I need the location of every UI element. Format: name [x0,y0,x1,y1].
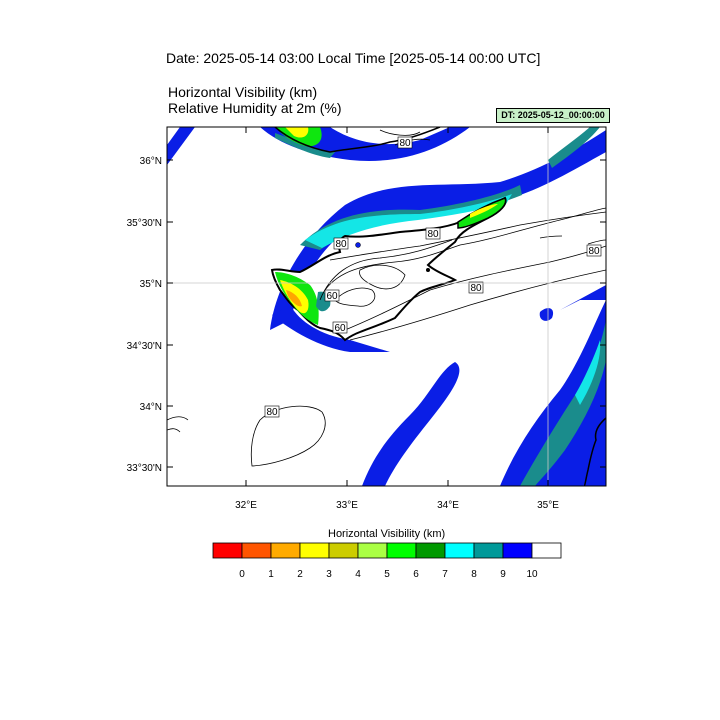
axis-ticks [167,127,606,486]
land-dot [426,268,430,272]
colorbar-tick-label: 4 [355,569,361,580]
colorbar-box [415,542,446,559]
colorbar-box [212,542,243,559]
lat-label: 36°N [140,156,162,167]
rh-contours [167,129,606,467]
contour-label: 80 [397,136,413,149]
contour-label: 60 [324,289,340,302]
vis-band-east-cyan [575,340,601,405]
colorbar-box [270,542,301,559]
colorbar-tick-label: 6 [413,569,419,580]
colorbar [212,542,562,559]
svg-text:80: 80 [588,246,600,257]
dt-badge: DT: 2025-05-12_00:00:00 [496,108,610,123]
colorbar-tick-labels: 0 1 2 3 4 5 6 7 8 9 10 [239,569,538,580]
colorbar-tick-label: 5 [384,569,390,580]
vis-band-topright-teal [548,127,600,168]
lat-label: 35°N [140,279,162,290]
colorbar-box [531,542,562,559]
svg-text:60: 60 [334,323,346,334]
colorbar-box [502,542,533,559]
contour-label: 80 [333,237,349,250]
colorbar-tick-label: 0 [239,569,245,580]
svg-text:60: 60 [326,291,338,302]
lon-label: 32°E [235,500,257,511]
contour-label: 80 [264,405,280,418]
colorbar-tick-label: 9 [500,569,506,580]
lat-label: 35°30'N [127,218,162,229]
svg-text:80: 80 [335,239,347,250]
lon-label: 33°E [336,500,358,511]
contour-label: 80 [586,244,602,257]
colorbar-box [299,542,330,559]
lat-label: 34°N [140,402,162,413]
colorbar-tick-label: 7 [442,569,448,580]
colorbar-tick-label: 1 [268,569,274,580]
colorbar-tick-label: 8 [471,569,477,580]
colorbar-tick-label: 3 [326,569,332,580]
colorbar-box [386,542,417,559]
vis-band-left-edge [167,127,195,165]
colorbar-tick-label: 2 [297,569,303,580]
colorbar-box [444,542,475,559]
vis-band-south-diagonal [362,362,460,486]
colorbar-box [241,542,272,559]
lat-label: 34°30'N [127,341,162,352]
colorbar-title: Horizontal Visibility (km) [328,528,446,540]
station-dot [355,242,361,248]
contour-label-group: 80 80 80 60 60 80 80 80 [264,136,602,418]
map-frame [166,126,607,487]
levant-coastline [583,417,606,486]
svg-text:80: 80 [399,138,411,149]
lon-label: 34°E [437,500,459,511]
vis-band-cyan [305,194,512,248]
vis-band-southwest [272,305,390,352]
colorbar-tick-label: 10 [526,569,538,580]
svg-text:80: 80 [266,407,278,418]
date-title: Date: 2025-05-14 03:00 Local Time [2025-… [166,50,541,66]
contour-label: 80 [468,281,484,294]
svg-text:80: 80 [427,229,439,240]
cyprus-island [270,196,507,342]
field-title-visibility: Horizontal Visibility (km) [168,84,318,100]
cyprus-west-orange [286,290,302,307]
colorbar-box [473,542,504,559]
vis-blob-east [539,308,554,321]
lat-label: 33°30'N [127,463,162,474]
vis-band-north-arc [270,130,606,330]
turkey-coast-yellow [285,127,309,138]
vis-band-east-edge [560,285,606,310]
contour-label: 60 [332,321,348,334]
colorbar-box [357,542,388,559]
vis-band-east-teal [520,320,606,486]
vis-band-east-diagonal [500,300,606,486]
svg-text:80: 80 [470,283,482,294]
colorbar-box [328,542,359,559]
map-panel: 80 80 80 60 60 80 80 80 [167,127,606,486]
lon-label: 35°E [537,500,559,511]
karpas-yellow [470,204,498,218]
turkey-coastline [274,127,441,153]
contour-label: 80 [425,227,441,240]
field-title-humidity: Relative Humidity at 2m (%) [168,100,342,116]
